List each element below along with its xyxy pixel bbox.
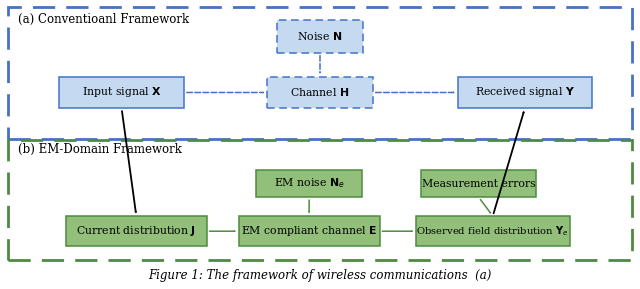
- Bar: [66, 216, 207, 246]
- Bar: [416, 216, 570, 246]
- Bar: [8, 140, 632, 260]
- Text: EM noise $\mathbf{N}_e$: EM noise $\mathbf{N}_e$: [274, 177, 344, 190]
- Text: Input signal $\mathbf{X}$: Input signal $\mathbf{X}$: [82, 86, 161, 99]
- Text: Figure 1: The framework of wireless communications  (a): Figure 1: The framework of wireless comm…: [148, 270, 492, 282]
- Bar: [60, 77, 184, 108]
- Bar: [268, 77, 372, 108]
- Bar: [458, 77, 592, 108]
- Text: Observed field distribution $\mathbf{Y}_e$: Observed field distribution $\mathbf{Y}_…: [417, 224, 569, 238]
- Text: Received signal $\mathbf{Y}$: Received signal $\mathbf{Y}$: [475, 86, 575, 99]
- Bar: [256, 170, 362, 197]
- Text: Noise $\mathbf{N}$: Noise $\mathbf{N}$: [298, 30, 342, 42]
- Text: (b) EM-Domain Framework: (b) EM-Domain Framework: [18, 143, 182, 156]
- Bar: [277, 19, 364, 53]
- Bar: [239, 216, 380, 246]
- Bar: [8, 7, 632, 139]
- Text: Current distribution $\mathbf{J}$: Current distribution $\mathbf{J}$: [76, 224, 196, 238]
- Bar: [421, 170, 536, 197]
- Text: EM compliant channel $\mathbf{E}$: EM compliant channel $\mathbf{E}$: [241, 224, 377, 238]
- Text: (a) Conventioanl Framework: (a) Conventioanl Framework: [18, 13, 189, 26]
- Text: Channel $\mathbf{H}$: Channel $\mathbf{H}$: [291, 86, 349, 99]
- Text: Measurement errors: Measurement errors: [422, 179, 536, 188]
